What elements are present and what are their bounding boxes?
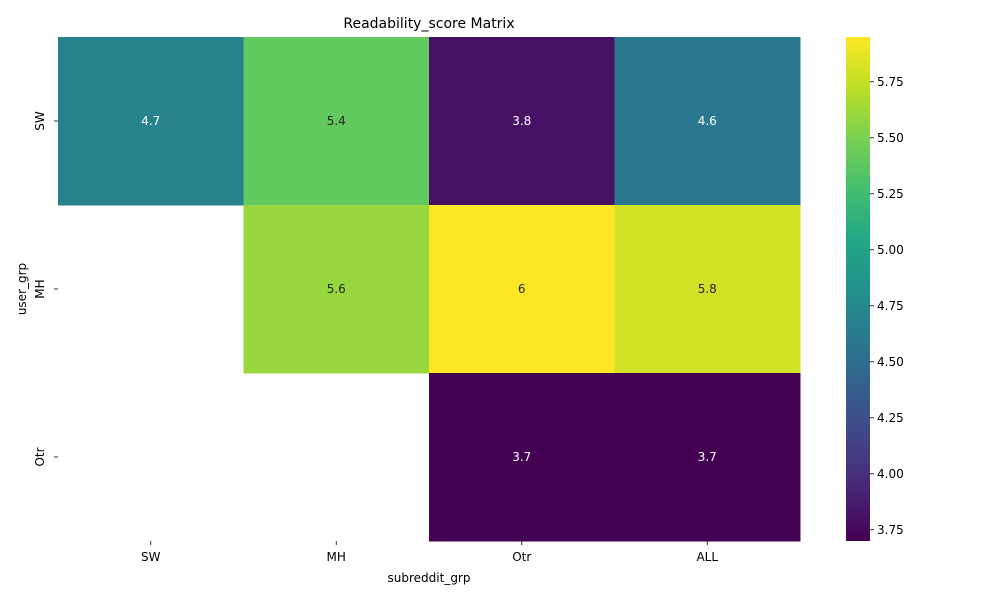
- heatmap-cell-MH-ALL: [614, 205, 801, 374]
- heatmap-cell-SW-ALL: [614, 37, 801, 206]
- heatmap-cell-Otr-ALL: [614, 373, 801, 542]
- colorbar-tick-label: 4.25: [877, 411, 904, 425]
- cell-value-label: 3.8: [512, 114, 531, 128]
- colorbar-ticks: 3.75 4.00 4.25 4.50 4.75 5.00 5.25 5.50 5.75: [870, 75, 904, 537]
- cell-value-label: 5.8: [698, 282, 717, 296]
- colorbar-tick-label: 3.75: [877, 523, 904, 537]
- chart-title: Readability_score Matrix: [343, 16, 514, 32]
- heatmap-cell-MH-Otr: [429, 205, 615, 374]
- cell-value-label: 4.7: [141, 114, 160, 128]
- heatmap-cell-labels: 4.7 5.4 3.8 4.6 5.6 6 5.8 3.7 3.7: [141, 114, 717, 464]
- heatmap-cell-SW-SW: [58, 37, 244, 206]
- heatmap-cell-MH-MH: [243, 205, 430, 374]
- y-axis-label: user_grp: [15, 263, 29, 315]
- heatmap-cell-SW-Otr: [429, 37, 615, 206]
- cell-value-label: 5.6: [327, 282, 346, 296]
- heatmap-cells: [58, 37, 801, 542]
- colorbar-tick-label: 5.75: [877, 75, 904, 89]
- x-axis-ticks: SW MH Otr ALL: [141, 541, 718, 564]
- y-tick-label: MH: [33, 279, 47, 298]
- heatmap-cell-Otr-Otr: [429, 373, 615, 542]
- colorbar-tick-label: 5.00: [877, 243, 904, 257]
- heatmap-cell-SW-MH: [243, 37, 430, 206]
- x-tick-label: SW: [141, 550, 161, 564]
- x-tick-label: MH: [327, 550, 346, 564]
- cell-value-label: 5.4: [327, 114, 346, 128]
- cell-value-label: 6: [518, 282, 526, 296]
- y-tick-label: SW: [33, 111, 47, 131]
- x-tick-label: ALL: [696, 550, 718, 564]
- colorbar-tick-label: 4.50: [877, 355, 904, 369]
- colorbar-tick-label: 4.00: [877, 467, 904, 481]
- x-axis-label: subreddit_grp: [388, 571, 471, 585]
- cell-value-label: 3.7: [512, 450, 531, 464]
- colorbar-tick-label: 5.25: [877, 187, 904, 201]
- y-axis-ticks: SW MH Otr: [33, 111, 58, 467]
- colorbar-tick-label: 4.75: [877, 299, 904, 313]
- y-tick-label: Otr: [33, 447, 47, 466]
- colorbar-tick-label: 5.50: [877, 131, 904, 145]
- x-tick-label: Otr: [512, 550, 531, 564]
- cell-value-label: 4.6: [698, 114, 717, 128]
- colorbar: [846, 37, 870, 541]
- cell-value-label: 3.7: [698, 450, 717, 464]
